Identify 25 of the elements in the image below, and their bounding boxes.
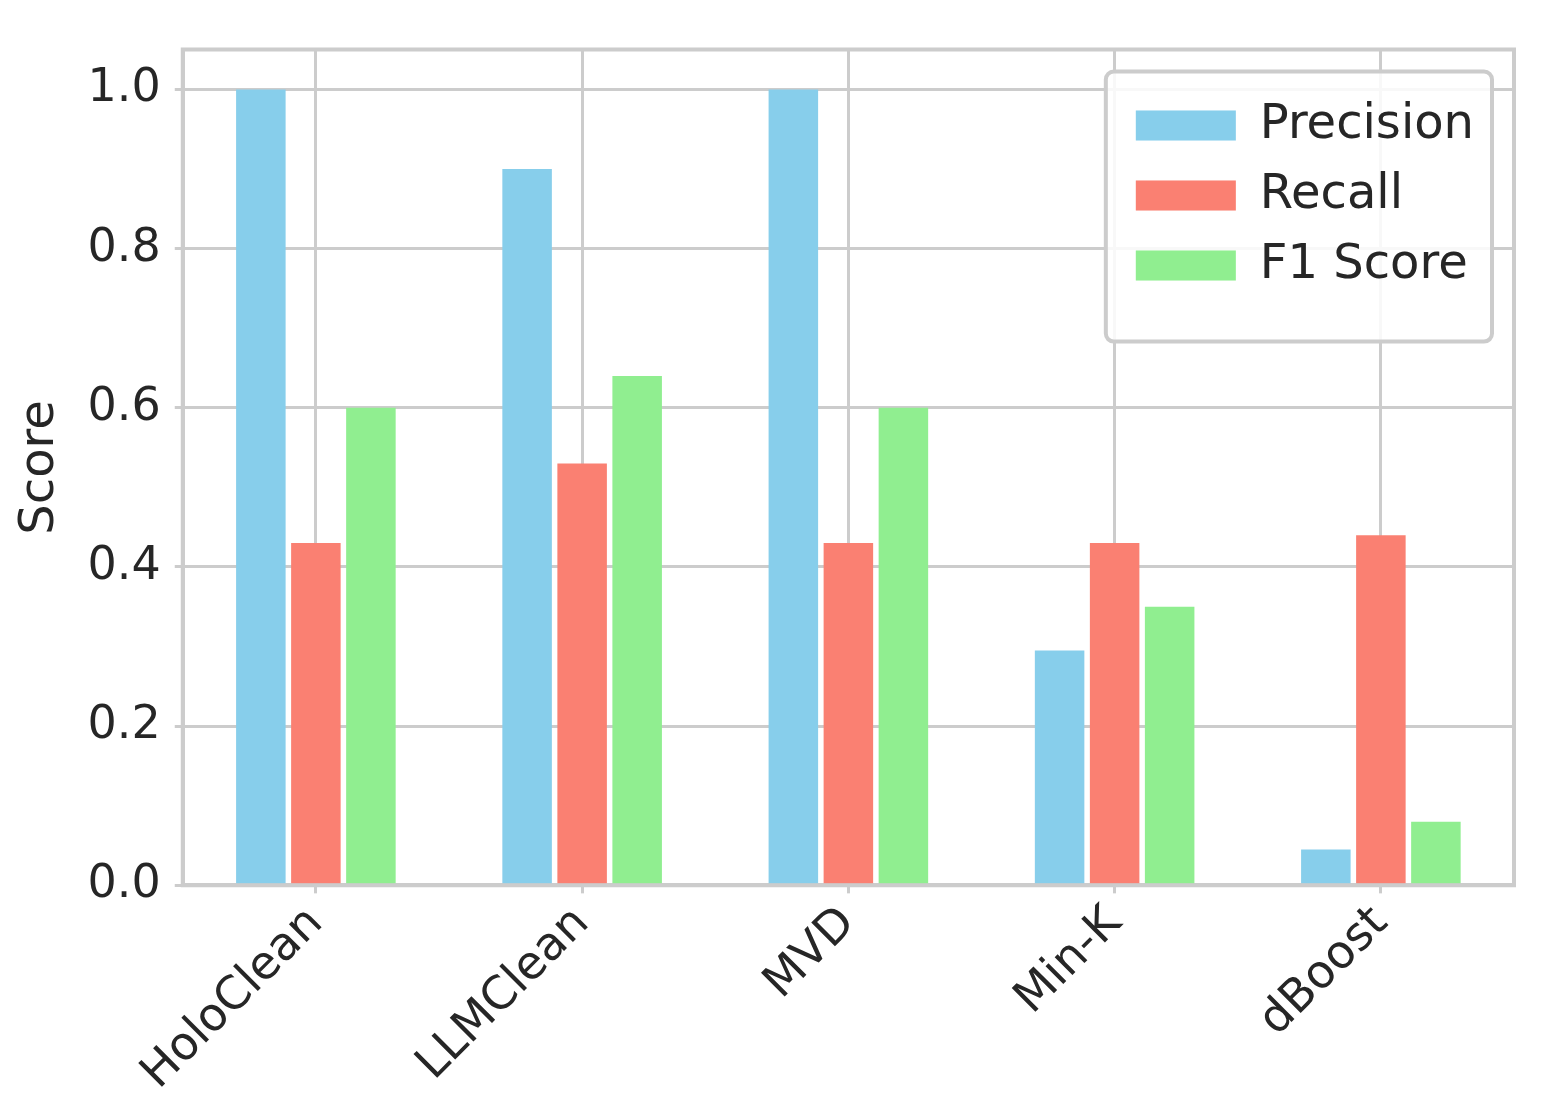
legend-label: Precision xyxy=(1259,93,1474,150)
y-tick-label: 0.4 xyxy=(87,535,161,590)
y-tick-label: 0.6 xyxy=(87,376,161,431)
bar xyxy=(768,89,819,884)
bar xyxy=(612,375,662,884)
bar xyxy=(1411,821,1461,884)
legend-label: F1 Score xyxy=(1259,233,1468,290)
bar xyxy=(557,463,607,884)
bar xyxy=(1144,606,1195,884)
y-tick-label: 0.8 xyxy=(87,217,161,272)
bar xyxy=(1356,535,1406,884)
bar xyxy=(1089,543,1140,884)
y-tick-label: 0.2 xyxy=(87,695,161,750)
bar xyxy=(291,543,341,884)
y-axis-title: Score xyxy=(8,400,65,535)
bar xyxy=(1301,849,1351,884)
bar xyxy=(502,169,552,884)
bar xyxy=(823,543,874,884)
y-tick-label: 1.0 xyxy=(87,58,161,113)
bar xyxy=(878,407,929,884)
y-tick-label: 0.0 xyxy=(87,854,161,909)
bar xyxy=(346,407,396,884)
legend-label: Recall xyxy=(1259,163,1404,220)
bar xyxy=(1034,650,1085,884)
bar xyxy=(236,89,286,884)
